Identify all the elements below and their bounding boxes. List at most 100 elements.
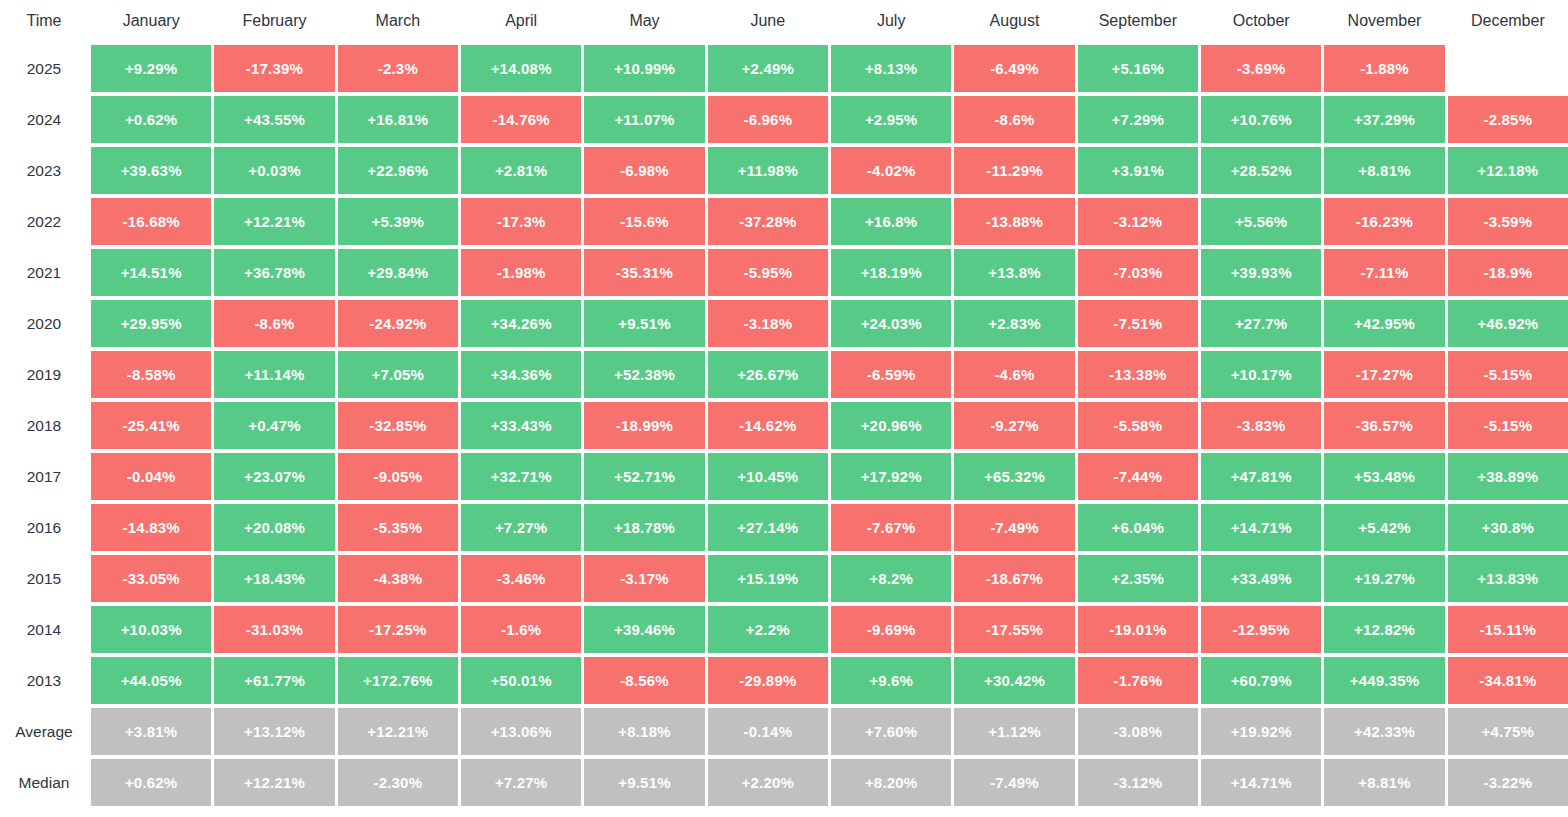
return-cell: +38.89% xyxy=(1448,453,1568,500)
return-cell: -35.31% xyxy=(584,249,704,296)
return-cell: -9.69% xyxy=(831,606,951,653)
return-cell: +172.76% xyxy=(338,657,458,704)
return-cell: +8.13% xyxy=(831,45,951,92)
return-cell: +3.91% xyxy=(1078,147,1198,194)
return-cell: -9.27% xyxy=(954,402,1074,449)
return-cell: +1.12% xyxy=(954,708,1074,755)
column-header-month: July xyxy=(831,12,951,30)
column-header-time: Time xyxy=(0,12,88,30)
return-cell: +24.03% xyxy=(831,300,951,347)
row-label: Median xyxy=(0,759,88,806)
return-cell: +46.92% xyxy=(1448,300,1568,347)
return-cell: -17.27% xyxy=(1324,351,1444,398)
return-cell: +29.84% xyxy=(338,249,458,296)
row-label: 2014 xyxy=(0,606,88,653)
return-cell: +0.47% xyxy=(214,402,334,449)
return-cell: -18.67% xyxy=(954,555,1074,602)
return-cell: +8.20% xyxy=(831,759,951,806)
return-cell: -2.85% xyxy=(1448,96,1568,143)
return-cell: +8.18% xyxy=(584,708,704,755)
column-header-month: March xyxy=(338,12,458,30)
return-cell: +37.29% xyxy=(1324,96,1444,143)
return-cell: +9.51% xyxy=(584,759,704,806)
table-row: 2024+0.62%+43.55%+16.81%-14.76%+11.07%-6… xyxy=(0,96,1568,143)
return-cell: +18.19% xyxy=(831,249,951,296)
return-cell: +16.81% xyxy=(338,96,458,143)
table-header-row: Time JanuaryFebruaryMarchAprilMayJuneJul… xyxy=(0,0,1568,42)
return-cell: +7.60% xyxy=(831,708,951,755)
return-cell: +33.49% xyxy=(1201,555,1321,602)
return-cell: +18.43% xyxy=(214,555,334,602)
return-cell: -1.6% xyxy=(461,606,581,653)
return-cell: +39.93% xyxy=(1201,249,1321,296)
return-cell: +8.2% xyxy=(831,555,951,602)
row-label: 2022 xyxy=(0,198,88,245)
return-cell: +8.81% xyxy=(1324,759,1444,806)
return-cell: -14.62% xyxy=(708,402,828,449)
return-cell: +11.98% xyxy=(708,147,828,194)
return-cell: -8.6% xyxy=(954,96,1074,143)
return-cell: +30.42% xyxy=(954,657,1074,704)
return-cell: +13.8% xyxy=(954,249,1074,296)
return-cell: -4.38% xyxy=(338,555,458,602)
row-label: 2021 xyxy=(0,249,88,296)
return-cell: -18.9% xyxy=(1448,249,1568,296)
return-cell: -7.67% xyxy=(831,504,951,551)
row-label: 2018 xyxy=(0,402,88,449)
return-cell: +32.71% xyxy=(461,453,581,500)
table-row: 2021+14.51%+36.78%+29.84%-1.98%-35.31%-5… xyxy=(0,249,1568,296)
return-cell: +5.56% xyxy=(1201,198,1321,245)
return-cell: -3.59% xyxy=(1448,198,1568,245)
table-row: 2017-0.04%+23.07%-9.05%+32.71%+52.71%+10… xyxy=(0,453,1568,500)
return-cell: +29.95% xyxy=(91,300,211,347)
return-cell: +27.14% xyxy=(708,504,828,551)
return-cell: -34.81% xyxy=(1448,657,1568,704)
return-cell: +18.78% xyxy=(584,504,704,551)
row-label: 2019 xyxy=(0,351,88,398)
table-row: 2014+10.03%-31.03%-17.25%-1.6%+39.46%+2.… xyxy=(0,606,1568,653)
return-cell: +5.39% xyxy=(338,198,458,245)
table-row: 2022-16.68%+12.21%+5.39%-17.3%-15.6%-37.… xyxy=(0,198,1568,245)
return-cell: -5.35% xyxy=(338,504,458,551)
row-label: 2024 xyxy=(0,96,88,143)
column-header-month: August xyxy=(954,12,1074,30)
return-cell: +5.16% xyxy=(1078,45,1198,92)
return-cell: -29.89% xyxy=(708,657,828,704)
return-cell: +9.6% xyxy=(831,657,951,704)
return-cell: -0.14% xyxy=(708,708,828,755)
return-cell: -12.95% xyxy=(1201,606,1321,653)
table-row: 2015-33.05%+18.43%-4.38%-3.46%-3.17%+15.… xyxy=(0,555,1568,602)
return-cell: -6.96% xyxy=(708,96,828,143)
empty-cell xyxy=(1448,45,1568,92)
return-cell: +22.96% xyxy=(338,147,458,194)
return-cell: +14.71% xyxy=(1201,759,1321,806)
return-cell: +12.82% xyxy=(1324,606,1444,653)
return-cell: -32.85% xyxy=(338,402,458,449)
table-row: 2023+39.63%+0.03%+22.96%+2.81%-6.98%+11.… xyxy=(0,147,1568,194)
return-cell: +5.42% xyxy=(1324,504,1444,551)
return-cell: +42.33% xyxy=(1324,708,1444,755)
column-header-month: June xyxy=(708,12,828,30)
return-cell: +52.71% xyxy=(584,453,704,500)
return-cell: -6.49% xyxy=(954,45,1074,92)
column-header-month: February xyxy=(214,12,334,30)
return-cell: +2.95% xyxy=(831,96,951,143)
return-cell: +12.21% xyxy=(214,759,334,806)
return-cell: +3.81% xyxy=(91,708,211,755)
return-cell: +34.26% xyxy=(461,300,581,347)
return-cell: +44.05% xyxy=(91,657,211,704)
return-cell: -3.22% xyxy=(1448,759,1568,806)
column-header-month: January xyxy=(91,12,211,30)
return-cell: -9.05% xyxy=(338,453,458,500)
row-label: 2020 xyxy=(0,300,88,347)
column-header-month: September xyxy=(1078,12,1198,30)
table-row: 2020+29.95%-8.6%-24.92%+34.26%+9.51%-3.1… xyxy=(0,300,1568,347)
return-cell: -3.12% xyxy=(1078,198,1198,245)
return-cell: +7.27% xyxy=(461,759,581,806)
return-cell: +28.52% xyxy=(1201,147,1321,194)
return-cell: +4.75% xyxy=(1448,708,1568,755)
return-cell: -13.38% xyxy=(1078,351,1198,398)
return-cell: -14.83% xyxy=(91,504,211,551)
return-cell: +10.17% xyxy=(1201,351,1321,398)
return-cell: -1.98% xyxy=(461,249,581,296)
